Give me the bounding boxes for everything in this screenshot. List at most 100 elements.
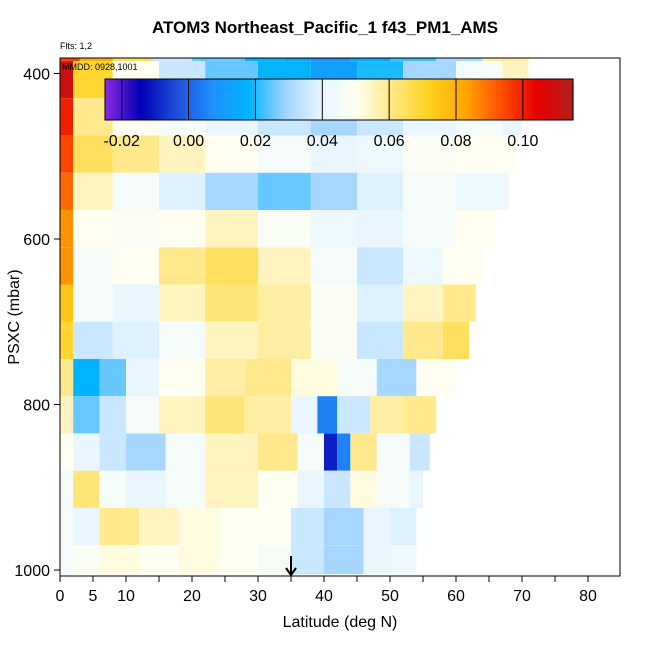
heatmap-cell (324, 507, 364, 546)
heatmap-cell (60, 470, 74, 508)
colorbar-swatch (509, 79, 514, 120)
colorbar-swatch (409, 79, 414, 120)
colorbar-swatch (466, 79, 470, 120)
colorbar-swatch (118, 79, 123, 120)
colorbar-swatch (382, 79, 387, 120)
heatmap-cell (403, 135, 456, 173)
colorbar-swatch (121, 79, 126, 120)
heatmap-cell (73, 507, 100, 546)
colorbar-swatch (392, 79, 397, 120)
colorbar-swatch (532, 79, 537, 120)
heatmap-cell (370, 396, 404, 434)
heatmap-cell (258, 172, 311, 210)
heatmap-cell (244, 58, 285, 62)
heatmap-cell (310, 58, 351, 62)
colorbar-swatch (111, 79, 116, 120)
colorbar-swatch (412, 79, 417, 120)
heatmap-cell (357, 284, 404, 322)
colorbar-swatch (476, 79, 480, 120)
heatmap-cell (337, 396, 371, 434)
plot-frame (59, 57, 621, 577)
colorbar-swatch (512, 79, 517, 120)
colorbar-swatch (552, 79, 557, 120)
heatmap-cell (99, 396, 126, 434)
colorbar-swatch (292, 79, 297, 120)
colorbar-swatch (115, 79, 119, 120)
colorbar-swatch (195, 79, 200, 120)
x-tick-label: 80 (579, 588, 597, 605)
colorbar-swatch (218, 79, 223, 120)
heatmap-cell (60, 359, 74, 397)
colorbar-swatch (315, 79, 320, 120)
heatmap-cell (165, 470, 206, 508)
y-tick-label: 600 (23, 232, 50, 249)
colorbar-swatch (262, 79, 267, 120)
colorbar-swatch (399, 79, 404, 120)
colorbar-swatch (312, 79, 317, 120)
heatmap-cell (178, 507, 219, 546)
heatmap-cell (205, 172, 258, 210)
heatmap-cell (139, 507, 179, 546)
colorbar-swatch (432, 79, 437, 120)
colorbar-swatch (265, 79, 270, 120)
colorbar-swatch (235, 79, 240, 120)
heatmap-cell (363, 545, 390, 575)
colorbar-swatch (128, 79, 133, 120)
colorbar-tick-label: 0.00 (173, 133, 204, 150)
heatmap-cell (112, 135, 159, 173)
heatmap-cell (337, 359, 377, 397)
heatmap-cell (73, 247, 113, 285)
heatmap-cell (99, 470, 126, 508)
colorbar-tick-label: 0.02 (240, 133, 271, 150)
heatmap-cell (60, 545, 74, 575)
heatmap-cell (99, 507, 140, 546)
colorbar-swatch (435, 79, 440, 120)
colorbar-swatch (185, 79, 190, 120)
heatmap-cell (73, 545, 100, 575)
colorbar-swatch (502, 79, 507, 120)
heatmap-cell (317, 396, 338, 434)
heatmap-cell (291, 359, 338, 397)
colorbar: -0.02 0.00 0.02 0.04 0.06 0.08 0.10 (103, 78, 574, 150)
heatmap-cell (310, 247, 357, 285)
colorbar-swatch (462, 79, 467, 120)
heatmap-cell (350, 433, 377, 471)
heatmap-cell (205, 396, 245, 434)
colorbar-swatch (295, 79, 300, 120)
heatmap-cell (205, 135, 258, 173)
colorbar-swatch (499, 79, 504, 120)
colorbar-swatch (285, 79, 290, 120)
heatmap-cell (403, 247, 443, 285)
heatmap-cell (456, 135, 516, 173)
colorbar-swatch (365, 79, 370, 120)
colorbar-swatch (355, 79, 360, 120)
colorbar-swatch (345, 79, 350, 120)
colorbar-swatch (211, 79, 216, 120)
colorbar-swatch (549, 79, 554, 120)
heatmap-cell (165, 433, 206, 471)
heatmap-cell (357, 210, 404, 248)
heatmap-cell (291, 545, 324, 575)
heatmap-cell (60, 284, 74, 322)
heatmap-cell (60, 210, 74, 248)
colorbar-swatch (569, 79, 574, 120)
colorbar-swatch (519, 79, 524, 120)
heatmap-cell (112, 58, 153, 62)
colorbar-swatch (486, 79, 491, 120)
heatmap-cell (112, 284, 159, 322)
heatmap-cell (350, 58, 390, 62)
x-tick-label: 0 (56, 588, 65, 605)
colorbar-swatch (452, 79, 457, 120)
colorbar-swatch (158, 79, 163, 120)
colorbar-swatch (429, 79, 434, 120)
y-tick-label: 400 (23, 67, 50, 84)
heatmap-cell (324, 433, 338, 471)
heatmap-cell (297, 433, 324, 471)
colorbar-swatch (456, 79, 460, 120)
heatmap-cell (99, 359, 126, 397)
colorbar-swatch (282, 79, 287, 120)
heatmap-cell (310, 210, 357, 248)
colorbar-swatch (305, 79, 310, 120)
heatmap-cells (60, 58, 529, 575)
colorbar-swatch (125, 79, 129, 120)
